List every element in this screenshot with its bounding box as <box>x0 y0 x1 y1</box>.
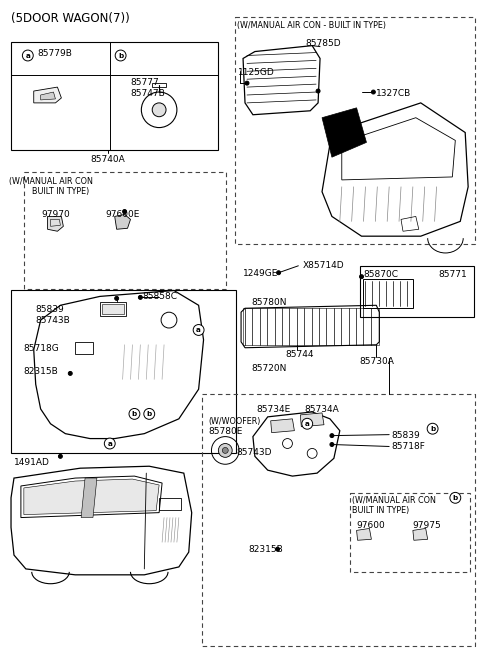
Bar <box>11 42 218 150</box>
Polygon shape <box>413 529 428 541</box>
Circle shape <box>330 443 334 447</box>
Text: 85730A: 85730A <box>360 357 395 365</box>
Text: 97975: 97975 <box>413 520 442 529</box>
Text: 85839: 85839 <box>36 305 64 314</box>
Text: 97970: 97970 <box>41 209 70 218</box>
Polygon shape <box>24 479 159 514</box>
Circle shape <box>193 325 204 335</box>
Circle shape <box>276 271 281 275</box>
Circle shape <box>129 409 140 419</box>
Circle shape <box>68 371 72 375</box>
Text: 85780N: 85780N <box>251 298 287 308</box>
Text: a: a <box>305 420 310 427</box>
Bar <box>235 17 475 244</box>
Bar <box>75 342 93 354</box>
Circle shape <box>427 423 438 434</box>
Polygon shape <box>322 108 366 157</box>
Text: BUILT IN TYPE): BUILT IN TYPE) <box>352 506 409 515</box>
Text: (W/MANUAL AIR CON - BUILT IN TYPE): (W/MANUAL AIR CON - BUILT IN TYPE) <box>237 21 386 30</box>
Text: (W/WOOFER): (W/WOOFER) <box>208 417 261 426</box>
Bar <box>102 304 123 314</box>
Text: a: a <box>108 441 112 447</box>
Text: 85870C: 85870C <box>363 270 398 279</box>
Text: 85785D: 85785D <box>305 39 341 48</box>
Circle shape <box>152 103 166 117</box>
Text: b: b <box>132 411 137 417</box>
Bar <box>202 394 475 646</box>
Text: 85743B: 85743B <box>36 316 71 325</box>
Circle shape <box>245 81 249 85</box>
Text: a: a <box>25 52 30 58</box>
Circle shape <box>138 295 143 299</box>
Bar <box>24 172 226 289</box>
Text: b: b <box>453 495 458 501</box>
Bar <box>349 493 470 572</box>
Circle shape <box>104 438 115 449</box>
Text: 85839: 85839 <box>391 431 420 440</box>
Text: 82315B: 82315B <box>248 545 283 554</box>
Text: 1125GD: 1125GD <box>238 68 275 77</box>
Circle shape <box>59 455 62 459</box>
Text: 1249GE: 1249GE <box>243 269 278 277</box>
Circle shape <box>330 434 334 438</box>
Text: b: b <box>146 411 152 417</box>
Polygon shape <box>300 413 324 427</box>
Circle shape <box>115 50 126 61</box>
Polygon shape <box>271 419 294 433</box>
Text: 85718F: 85718F <box>391 441 425 451</box>
Circle shape <box>316 89 320 93</box>
Text: 85720N: 85720N <box>251 363 286 373</box>
Text: 1327CB: 1327CB <box>376 89 411 98</box>
Text: a: a <box>196 327 201 333</box>
Circle shape <box>218 443 232 457</box>
Text: (W/MANUAL AIR CON: (W/MANUAL AIR CON <box>352 496 435 505</box>
Bar <box>159 498 181 510</box>
Bar <box>100 302 126 316</box>
Circle shape <box>144 409 155 419</box>
Text: 85858C: 85858C <box>143 293 177 302</box>
Text: 85743D: 85743D <box>236 449 272 457</box>
Text: b: b <box>430 426 435 432</box>
Circle shape <box>122 209 127 213</box>
Text: 85771: 85771 <box>439 270 468 279</box>
Text: 85744: 85744 <box>286 350 314 359</box>
Bar <box>243 308 379 345</box>
Circle shape <box>372 90 375 94</box>
Text: 85777
85747B: 85777 85747B <box>131 78 165 98</box>
Bar <box>11 291 236 453</box>
Circle shape <box>302 419 312 429</box>
Bar <box>152 83 166 87</box>
Circle shape <box>276 547 279 551</box>
Polygon shape <box>357 529 372 541</box>
Circle shape <box>115 297 119 300</box>
Circle shape <box>222 447 228 453</box>
Text: BUILT IN TYPE): BUILT IN TYPE) <box>32 187 89 195</box>
Circle shape <box>360 275 363 279</box>
Text: 97600E: 97600E <box>106 209 140 218</box>
Circle shape <box>23 50 33 61</box>
Polygon shape <box>41 92 56 100</box>
Text: 82315B: 82315B <box>24 367 59 377</box>
Text: 85740A: 85740A <box>90 155 125 164</box>
Text: 85780E: 85780E <box>208 427 243 436</box>
Text: 1491AD: 1491AD <box>14 459 50 467</box>
Polygon shape <box>81 478 97 518</box>
Text: (5DOOR WAGON(7)): (5DOOR WAGON(7)) <box>11 12 130 25</box>
Polygon shape <box>48 216 63 232</box>
Text: 85734A: 85734A <box>304 405 339 414</box>
Text: b: b <box>118 52 123 58</box>
Polygon shape <box>34 87 61 103</box>
Bar <box>360 266 474 317</box>
Text: (W/MANUAL AIR CON: (W/MANUAL AIR CON <box>9 177 93 186</box>
Text: 97600: 97600 <box>357 520 385 529</box>
Text: 85779B: 85779B <box>38 49 72 58</box>
Text: 85734E: 85734E <box>256 405 290 414</box>
Text: 85718G: 85718G <box>24 344 60 353</box>
Polygon shape <box>115 215 131 229</box>
Circle shape <box>450 493 461 503</box>
Text: X85714D: X85714D <box>302 261 344 270</box>
